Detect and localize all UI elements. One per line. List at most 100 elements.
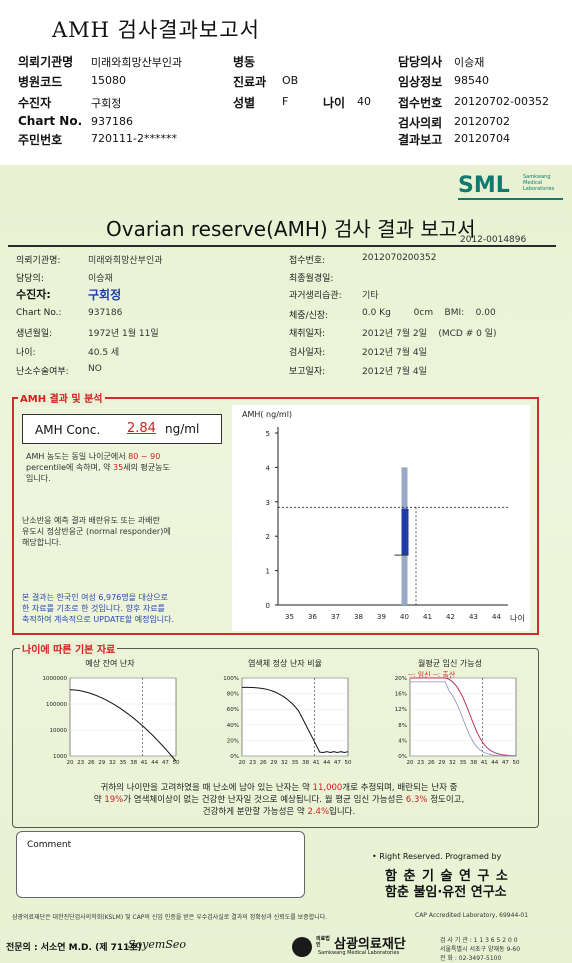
info-value: NO — [88, 364, 102, 374]
x-tick-label: 38 — [130, 760, 137, 766]
egg-count: 11,000 — [312, 783, 343, 793]
sml-logo-subtitle: Samkwang Medical Laboratories — [523, 174, 555, 192]
y-tick-label: 20% — [395, 676, 407, 682]
y-tick-label: 1000 — [53, 754, 67, 760]
y-tick-label: 16% — [395, 692, 407, 698]
plot-area — [69, 677, 177, 757]
x-tick-label: 29 — [98, 760, 105, 766]
age-data-box — [12, 648, 539, 828]
logo-underline — [458, 198, 563, 200]
x-tick-label: 47 — [502, 760, 509, 766]
mini2-title: 염색체 정상 난자 비율 — [248, 659, 322, 668]
y-tick-label: 0% — [230, 754, 239, 760]
header-title: AMH 검사결과보고서 — [52, 18, 260, 42]
x-tick-label: 32 — [449, 760, 456, 766]
report-title: Ovarian reserve(AMH) 검사 결과 보고서 — [106, 217, 476, 241]
x-axis-label: 나이 — [510, 613, 525, 623]
info-key: 최종월경일: — [289, 274, 334, 284]
x-tick-label: 23 — [77, 760, 84, 766]
x-tick-label: 47 — [334, 760, 341, 766]
header-value: 15080 — [91, 74, 126, 87]
x-tick-label: 29 — [270, 760, 277, 766]
x-tick-label: 38 — [354, 613, 363, 621]
data-basis-note: 본 결과는 한국인 여성 6,976명을 대상으로 한 자료를 기초로 한 것입… — [22, 592, 237, 625]
x-tick-label: 50 — [173, 760, 180, 766]
pregnancy-chance-chart: 0%4%8%12%16%20%20 23 26 29 32 35 38 41 44 47 50 — [395, 676, 520, 766]
y-tick-label: 100% — [223, 676, 239, 682]
y-tick-label: 1000000 — [43, 676, 68, 682]
delivery-rate: 2.4% — [307, 807, 330, 817]
y-tick-label: 60% — [227, 707, 239, 713]
amh-conc-value: 2.84 — [127, 421, 156, 436]
info-key: Chart No.: — [16, 308, 62, 318]
info-value: 2012년 7월 4일 — [362, 348, 427, 358]
x-tick-label: 26 — [260, 760, 267, 766]
x-tick-label: 37 — [331, 613, 340, 621]
footer-note: 삼광의료재단은 대한진단검사의학회(KSLM) 및 CAP의 신임 인증을 받은… — [12, 914, 328, 921]
org-name-1: 함 춘 기 술 연 구 소 — [385, 869, 509, 884]
info-key: 검사일자: — [289, 348, 326, 358]
x-tick-label: 29 — [438, 760, 445, 766]
para1-f: 입니다. — [26, 474, 51, 483]
header-value: 20120702-00352 — [454, 95, 549, 108]
para2-a: 난소반응 예측 결과 배란유도 또는 과배란 — [22, 516, 160, 525]
chart-background — [232, 405, 530, 631]
plot-area — [241, 677, 349, 757]
info-value: 2012년 7월 4일 — [362, 367, 427, 377]
y-tick-label: 12% — [395, 707, 407, 713]
percentile-range: 80 ~ 90 — [128, 452, 161, 461]
x-tick-label: 35 — [460, 760, 467, 766]
percentile-text: AMH 농도는 동일 나이군에서 80 ~ 90 percentile에 속하며… — [26, 451, 226, 484]
x-tick-label: 32 — [281, 760, 288, 766]
rights-text: • Right Reserved. Programed by — [372, 852, 502, 861]
header-value: F — [282, 95, 289, 108]
header-value: 구회정 — [91, 97, 122, 110]
x-tick-label: 26 — [88, 760, 95, 766]
para2-c: 해당합니다. — [22, 538, 62, 547]
x-tick-label: 44 — [491, 760, 498, 766]
x-tick-label: 20 — [407, 760, 414, 766]
cap-text: CAP Accredited Laboratory, 69944-01 — [415, 912, 529, 919]
header-key: 담당의사 — [398, 55, 443, 69]
info-key: 나이: — [16, 348, 36, 358]
para3-c: 축적하여 계속적으로 UPDATE할 예정입니다. — [22, 615, 175, 624]
amh-conc-unit: ng/ml — [165, 422, 200, 436]
header-key: Chart No. — [18, 114, 83, 128]
header-key: 임상정보 — [398, 75, 443, 89]
amh-section-title: AMH 결과 및 분석 — [18, 390, 105, 405]
header-key: 결과보고 — [398, 133, 443, 147]
lab-phone: 전 화 : 02-3497-5100 — [440, 955, 502, 962]
org-name-2: 함춘 불임·유전 연구소 — [385, 885, 507, 900]
amh-result-box — [12, 397, 539, 635]
remaining-eggs-chart: 1000 10000 100000 1000000 20 23 26 29 32 35 38 41 44… — [43, 676, 180, 766]
sml-logo: SML — [458, 173, 510, 198]
y-axis-label: AMH( ng/ml) — [242, 410, 292, 419]
x-tick-label: 40 — [400, 613, 409, 621]
header-value: 40 — [357, 95, 371, 108]
para3-b: 한 자료를 기초로 한 것입니다. 향후 자료를 — [22, 604, 165, 613]
x-tick-label: 41 — [481, 760, 488, 766]
remaining-eggs-curve — [69, 689, 177, 762]
header-value: 20120702 — [454, 115, 510, 128]
iqr-bar — [401, 508, 409, 556]
foundation-sub: Samkwang Medical Laboratories — [318, 950, 400, 956]
x-tick-label: 47 — [162, 760, 169, 766]
x-tick-label: 41 — [313, 760, 320, 766]
plot-area — [409, 677, 517, 757]
info-value: 2012년 7월 2일 (MCD # 0 일) — [362, 329, 497, 339]
comment-box: Comment — [16, 831, 305, 898]
header-key: 나이 — [323, 96, 346, 110]
x-tick-label: 50 — [345, 760, 352, 766]
lab-address: 서울특별시 서초구 양재동 9-60 — [440, 946, 521, 953]
y-tick-label: 3 — [266, 499, 270, 507]
x-tick-label: 35 — [285, 613, 294, 621]
equivalent-age: 35 — [112, 463, 124, 472]
comment-label: Comment — [27, 840, 72, 850]
y-tick-label: 1 — [266, 568, 270, 576]
info-key: 접수번호: — [289, 256, 326, 266]
normal-rate: 19% — [104, 795, 124, 805]
mini3-title: 월평균 임신 가능성 — [418, 659, 482, 668]
x-tick-label: 44 — [492, 613, 501, 621]
info-key: 의뢰기관명: — [16, 256, 61, 266]
info-value: 937186 — [88, 308, 123, 318]
